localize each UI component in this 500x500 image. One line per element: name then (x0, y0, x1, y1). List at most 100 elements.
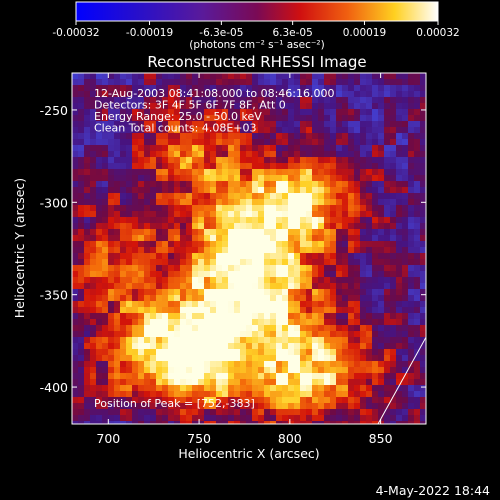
heatmap-cell (336, 385, 342, 391)
heatmap-cell (216, 391, 222, 397)
heatmap-cell (144, 313, 150, 319)
heatmap-cell (396, 115, 402, 121)
heatmap-cell (234, 247, 240, 253)
heatmap-cell (330, 175, 336, 181)
heatmap-cell (102, 175, 108, 181)
heatmap-cell (90, 139, 96, 145)
heatmap-cell (324, 313, 330, 319)
heatmap-cell (288, 145, 294, 151)
heatmap-cell (204, 247, 210, 253)
heatmap-cell (330, 217, 336, 223)
heatmap-cell (210, 301, 216, 307)
heatmap-cell (198, 181, 204, 187)
heatmap-cell (210, 319, 216, 325)
heatmap-cell (384, 337, 390, 343)
heatmap-cell (144, 223, 150, 229)
heatmap-cell (156, 205, 162, 211)
heatmap-cell (138, 277, 144, 283)
heatmap-cell (162, 163, 168, 169)
heatmap-cell (360, 217, 366, 223)
heatmap-cell (300, 73, 306, 79)
heatmap-cell (354, 211, 360, 217)
heatmap-cell (282, 403, 288, 409)
heatmap-cell (318, 379, 324, 385)
heatmap-cell (312, 133, 318, 139)
heatmap-cell (360, 325, 366, 331)
heatmap-cell (366, 199, 372, 205)
heatmap-cell (90, 325, 96, 331)
heatmap-cell (366, 367, 372, 373)
heatmap-cell (204, 415, 210, 421)
heatmap-cell (288, 217, 294, 223)
heatmap-cell (240, 355, 246, 361)
heatmap-cell (330, 271, 336, 277)
heatmap-cell (348, 79, 354, 85)
heatmap-cell (240, 235, 246, 241)
heatmap-cell (408, 169, 414, 175)
heatmap-cell (144, 139, 150, 145)
heatmap-cell (72, 85, 78, 91)
heatmap-cell (144, 361, 150, 367)
heatmap-cell (216, 205, 222, 211)
heatmap-cell (174, 409, 180, 415)
heatmap-cell (306, 175, 312, 181)
heatmap-cell (282, 157, 288, 163)
heatmap-cell (120, 409, 126, 415)
heatmap-cell (96, 235, 102, 241)
heatmap-cell (174, 313, 180, 319)
heatmap-cell (120, 277, 126, 283)
heatmap-cell (204, 115, 210, 121)
heatmap-cell (150, 313, 156, 319)
heatmap-cell (384, 313, 390, 319)
heatmap-cell (342, 91, 348, 97)
heatmap-cell (276, 259, 282, 265)
heatmap-cell (270, 373, 276, 379)
heatmap-cell (132, 205, 138, 211)
heatmap-cell (306, 139, 312, 145)
heatmap-cell (414, 145, 420, 151)
heatmap-cell (342, 115, 348, 121)
heatmap-cell (354, 415, 360, 421)
heatmap-cell (378, 325, 384, 331)
heatmap-cell (378, 169, 384, 175)
heatmap-cell (420, 193, 426, 199)
heatmap-cell (252, 187, 258, 193)
heatmap-cell (150, 229, 156, 235)
heatmap-cell (366, 415, 372, 421)
heatmap-cell (294, 361, 300, 367)
heatmap-cell (390, 349, 396, 355)
heatmap-cell (264, 283, 270, 289)
heatmap-cell (90, 295, 96, 301)
heatmap-cell (210, 193, 216, 199)
heatmap-cell (258, 223, 264, 229)
heatmap-cell (186, 277, 192, 283)
heatmap-cell (378, 205, 384, 211)
heatmap-cell (348, 73, 354, 79)
heatmap-cell (228, 241, 234, 247)
heatmap-cell (264, 253, 270, 259)
heatmap-cell (78, 115, 84, 121)
heatmap-cell (90, 211, 96, 217)
heatmap-cell (180, 163, 186, 169)
heatmap-cell (120, 163, 126, 169)
heatmap-cell (186, 133, 192, 139)
heatmap-cell (210, 283, 216, 289)
heatmap-cell (72, 319, 78, 325)
heatmap-cell (132, 271, 138, 277)
heatmap-cell (384, 385, 390, 391)
heatmap-cell (168, 109, 174, 115)
heatmap-cell (390, 295, 396, 301)
heatmap-cell (186, 265, 192, 271)
heatmap-cell (402, 79, 408, 85)
heatmap-cell (366, 337, 372, 343)
heatmap-cell (180, 211, 186, 217)
heatmap-cell (264, 223, 270, 229)
heatmap-cell (240, 325, 246, 331)
heatmap-cell (342, 157, 348, 163)
heatmap-cell (204, 163, 210, 169)
heatmap-cell (198, 349, 204, 355)
heatmap-cell (114, 205, 120, 211)
heatmap-cell (366, 235, 372, 241)
heatmap-cell (174, 175, 180, 181)
